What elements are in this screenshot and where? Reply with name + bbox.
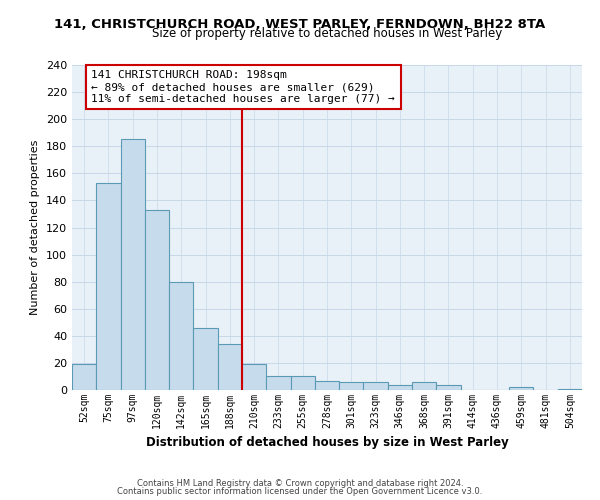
Bar: [339, 382, 364, 390]
Bar: [266, 376, 290, 390]
Title: Size of property relative to detached houses in West Parley: Size of property relative to detached ho…: [152, 27, 502, 40]
Text: Contains HM Land Registry data © Crown copyright and database right 2024.: Contains HM Land Registry data © Crown c…: [137, 478, 463, 488]
Bar: [412, 382, 436, 390]
Bar: [364, 382, 388, 390]
Bar: [436, 384, 461, 390]
Bar: [72, 364, 96, 390]
Bar: [193, 328, 218, 390]
Text: Contains public sector information licensed under the Open Government Licence v3: Contains public sector information licen…: [118, 487, 482, 496]
Bar: [388, 384, 412, 390]
Bar: [315, 380, 339, 390]
X-axis label: Distribution of detached houses by size in West Parley: Distribution of detached houses by size …: [146, 436, 508, 450]
Bar: [96, 183, 121, 390]
Bar: [290, 376, 315, 390]
Text: 141 CHRISTCHURCH ROAD: 198sqm
← 89% of detached houses are smaller (629)
11% of : 141 CHRISTCHURCH ROAD: 198sqm ← 89% of d…: [91, 70, 395, 104]
Bar: [169, 282, 193, 390]
Bar: [509, 388, 533, 390]
Bar: [145, 210, 169, 390]
Bar: [121, 140, 145, 390]
Bar: [242, 364, 266, 390]
Y-axis label: Number of detached properties: Number of detached properties: [31, 140, 40, 315]
Bar: [218, 344, 242, 390]
Bar: [558, 388, 582, 390]
Text: 141, CHRISTCHURCH ROAD, WEST PARLEY, FERNDOWN, BH22 8TA: 141, CHRISTCHURCH ROAD, WEST PARLEY, FER…: [55, 18, 545, 30]
